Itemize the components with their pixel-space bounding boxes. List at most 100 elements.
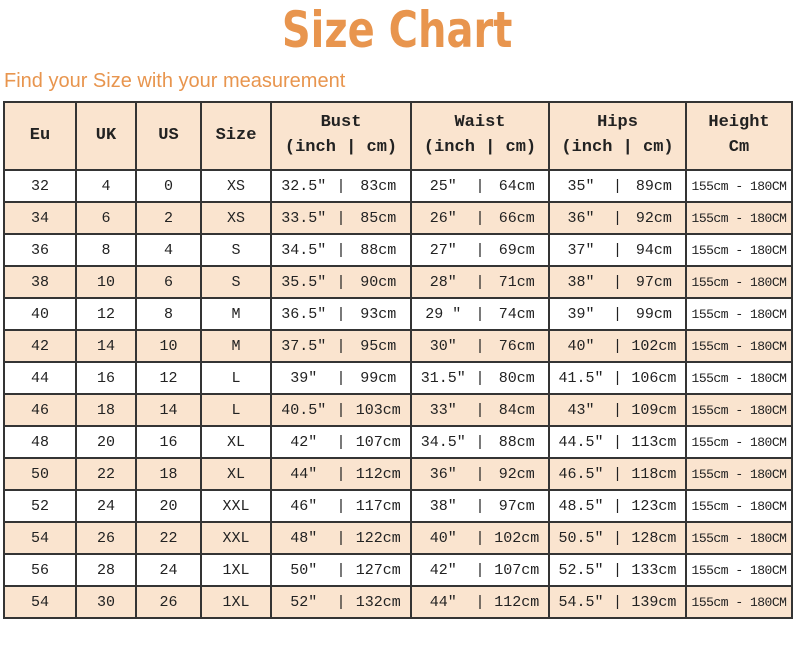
pipe-divider: | (612, 561, 622, 579)
waist-cm-value: 64cm (498, 177, 535, 195)
cell-hips: 52.5″ | 133cm (548, 553, 687, 587)
cell-us: 22 (135, 521, 202, 555)
waist-inch-value: 31.5″ (420, 369, 466, 387)
waist-inch-value: 28″ (429, 273, 457, 291)
cell-height: 155cm - 180CM (685, 489, 793, 523)
pipe-divider: | (612, 241, 622, 259)
cell-size: L (200, 393, 272, 427)
pipe-divider: | (336, 401, 346, 419)
waist-inch-value: 33″ (429, 401, 457, 419)
bust-inch-value: 34.5″ (281, 241, 327, 259)
hips-measure: 39″ | 99cm (551, 305, 684, 323)
bust-measure: 42″ | 107cm (273, 433, 409, 451)
waist-measure: 29 ″ | 74cm (413, 305, 547, 323)
header-waist: Waist (inch | cm) (410, 101, 550, 171)
hips-inch-value: 37″ (567, 241, 595, 259)
pipe-divider: | (475, 593, 485, 611)
hips-measure: 46.5″ | 118cm (551, 465, 684, 483)
cell-eu: 52 (3, 489, 77, 523)
cell-waist: 42″ | 107cm (410, 553, 550, 587)
cell-hips: 37″ | 94cm (548, 233, 687, 267)
table-body: 32 4 0 XS 32.5″ | 83cm 25″ | 64cm 35″ | … (3, 169, 793, 619)
cell-size: XXL (200, 489, 272, 523)
pipe-divider: | (336, 561, 346, 579)
bust-measure: 34.5″ | 88cm (273, 241, 409, 259)
bust-cm-value: 107cm (355, 433, 401, 451)
hips-inch-value: 41.5″ (558, 369, 604, 387)
cell-us: 16 (135, 425, 202, 459)
waist-measure: 26″ | 66cm (413, 210, 547, 227)
waist-cm-value: 76cm (498, 337, 535, 355)
hips-inch-value: 38″ (567, 273, 595, 291)
hips-inch-value: 46.5″ (558, 465, 604, 483)
cell-height: 155cm - 180CM (685, 521, 793, 555)
bust-cm-value: 85cm (360, 209, 397, 227)
table-row: 50 22 18 XL 44″ | 112cm 36″ | 92cm 46.5″… (3, 457, 793, 491)
header-bust-label: Bust (320, 113, 362, 133)
cell-height: 155cm - 180CM (685, 329, 793, 363)
waist-measure: 36″ | 92cm (413, 465, 547, 483)
waist-measure: 34.5″ | 88cm (413, 434, 547, 451)
hips-cm-value: 109cm (631, 401, 677, 419)
pipe-divider: | (612, 337, 622, 355)
table-row: 44 16 12 L 39″ | 99cm 31.5″ | 80cm 41.5″… (3, 361, 793, 395)
hips-inch-value: 54.5″ (558, 593, 604, 611)
cell-waist: 44″ | 112cm (410, 585, 550, 619)
table-row: 36 8 4 S 34.5″ | 88cm 27″ | 69cm 37″ | 9… (3, 233, 793, 267)
hips-cm-value: 133cm (631, 561, 677, 579)
waist-inch-value: 30″ (429, 337, 457, 355)
table-header: Eu UK US Size Bust (inch | cm) Waist (in… (3, 101, 793, 171)
cell-bust: 44″ | 112cm (270, 457, 412, 491)
cell-size: M (200, 329, 272, 363)
pipe-divider: | (336, 497, 346, 515)
bust-cm-value: 122cm (355, 529, 401, 547)
cell-hips: 38″ | 97cm (548, 265, 687, 299)
bust-cm-value: 88cm (360, 241, 397, 259)
waist-inch-value: 44″ (429, 593, 457, 611)
header-height: Height Cm (685, 101, 793, 171)
cell-us: 10 (135, 329, 202, 363)
hips-inch-value: 39″ (567, 305, 595, 323)
hips-inch-value: 50.5″ (558, 529, 604, 547)
hips-measure: 38″ | 97cm (551, 273, 684, 291)
bust-cm-value: 83cm (360, 177, 397, 195)
bust-inch-value: 52″ (290, 593, 318, 611)
bust-measure: 35.5″ | 90cm (273, 273, 409, 291)
bust-inch-value: 35.5″ (281, 273, 327, 291)
cell-waist: 27″ | 69cm (410, 233, 550, 267)
cell-bust: 37.5″ | 95cm (270, 329, 412, 363)
pipe-divider: | (336, 273, 346, 291)
bust-cm-value: 95cm (360, 337, 397, 355)
pipe-divider: | (475, 369, 485, 387)
cell-height: 155cm - 180CM (685, 169, 793, 203)
pipe-divider: | (612, 177, 622, 195)
waist-measure: 30″ | 76cm (413, 337, 547, 355)
waist-inch-value: 38″ (429, 497, 457, 515)
cell-bust: 35.5″ | 90cm (270, 265, 412, 299)
bust-measure: 36.5″ | 93cm (273, 306, 409, 323)
pipe-divider: | (612, 305, 622, 323)
cell-size: S (200, 265, 272, 299)
cell-bust: 46″ | 117cm (270, 489, 412, 523)
header-row: Eu UK US Size Bust (inch | cm) Waist (in… (3, 101, 793, 171)
bust-cm-value: 99cm (360, 369, 397, 387)
waist-inch-value: 29 ″ (425, 305, 462, 323)
cell-size: 1XL (200, 585, 272, 619)
cell-uk: 12 (75, 297, 137, 331)
cell-size: S (200, 233, 272, 267)
hips-cm-value: 99cm (635, 305, 672, 323)
cell-bust: 50″ | 127cm (270, 553, 412, 587)
hips-cm-value: 97cm (635, 273, 672, 291)
waist-cm-value: 92cm (498, 465, 535, 483)
pipe-divider: | (475, 465, 485, 483)
cell-uk: 4 (75, 169, 137, 203)
bust-inch-value: 32.5″ (281, 177, 327, 195)
hips-measure: 35″ | 89cm (551, 177, 684, 195)
hips-measure: 36″ | 92cm (551, 210, 684, 227)
pipe-divider: | (336, 369, 346, 387)
waist-inch-value: 36″ (429, 465, 457, 483)
table-row: 54 30 26 1XL 52″ | 132cm 44″ | 112cm 54.… (3, 585, 793, 619)
bust-inch-value: 42″ (290, 433, 318, 451)
cell-us: 2 (135, 201, 202, 235)
bust-inch-value: 37.5″ (281, 337, 327, 355)
